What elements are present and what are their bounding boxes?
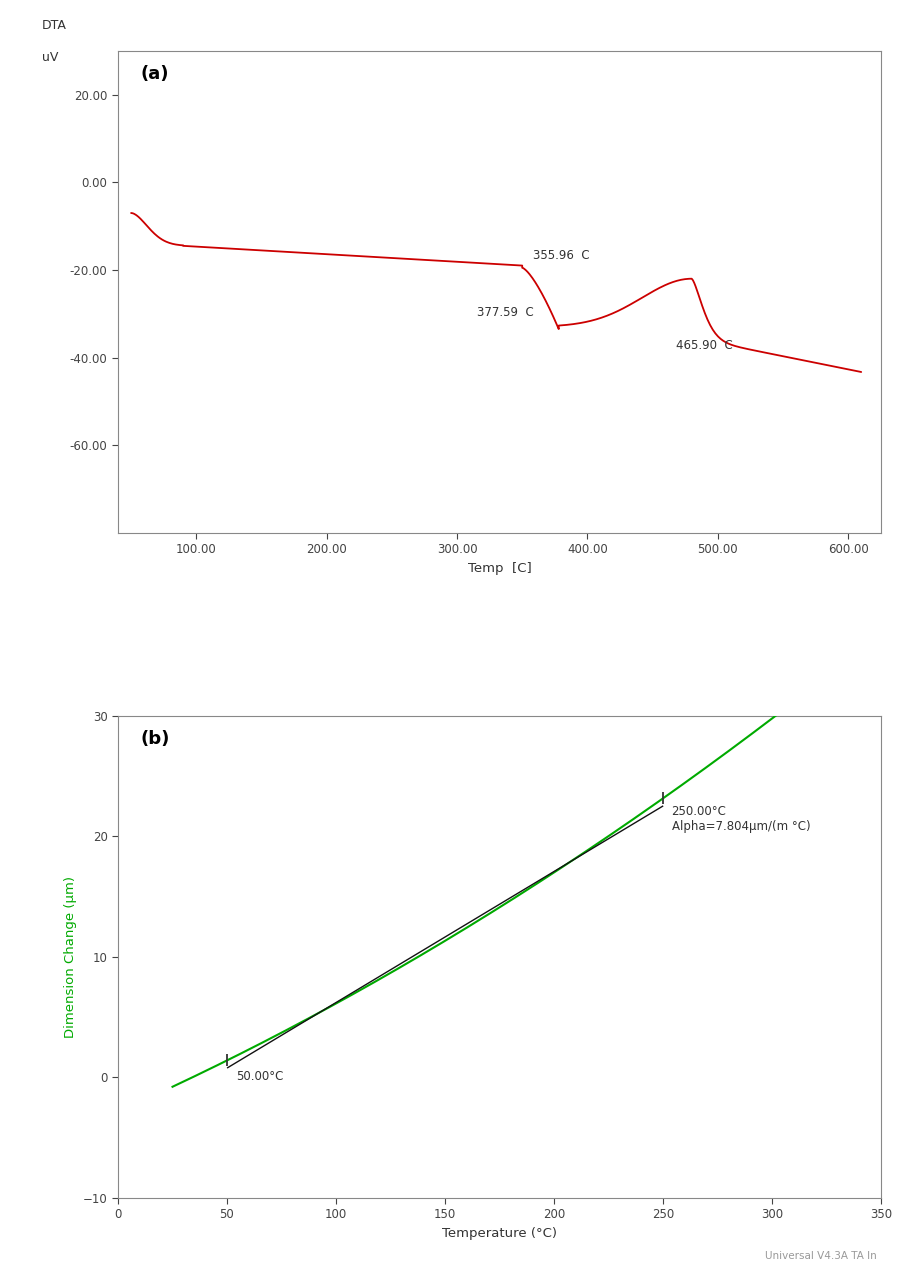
Text: (a): (a) <box>141 65 170 83</box>
Text: 250.00°C
Alpha=7.804μm/(m °C): 250.00°C Alpha=7.804μm/(m °C) <box>672 804 810 832</box>
X-axis label: Temperature (°C): Temperature (°C) <box>442 1227 557 1240</box>
Text: 355.96  C: 355.96 C <box>533 248 589 262</box>
Text: 377.59  C: 377.59 C <box>477 306 533 318</box>
Y-axis label: Dimension Change (μm): Dimension Change (μm) <box>64 875 77 1038</box>
Text: 50.00°C: 50.00°C <box>236 1070 283 1083</box>
Text: (b): (b) <box>141 730 171 748</box>
X-axis label: Temp  [C]: Temp [C] <box>468 562 531 575</box>
Text: DTA: DTA <box>42 19 66 32</box>
Text: Universal V4.3A TA In: Universal V4.3A TA In <box>765 1251 877 1260</box>
Text: 465.90  C: 465.90 C <box>676 339 733 352</box>
Text: uV: uV <box>42 51 58 64</box>
